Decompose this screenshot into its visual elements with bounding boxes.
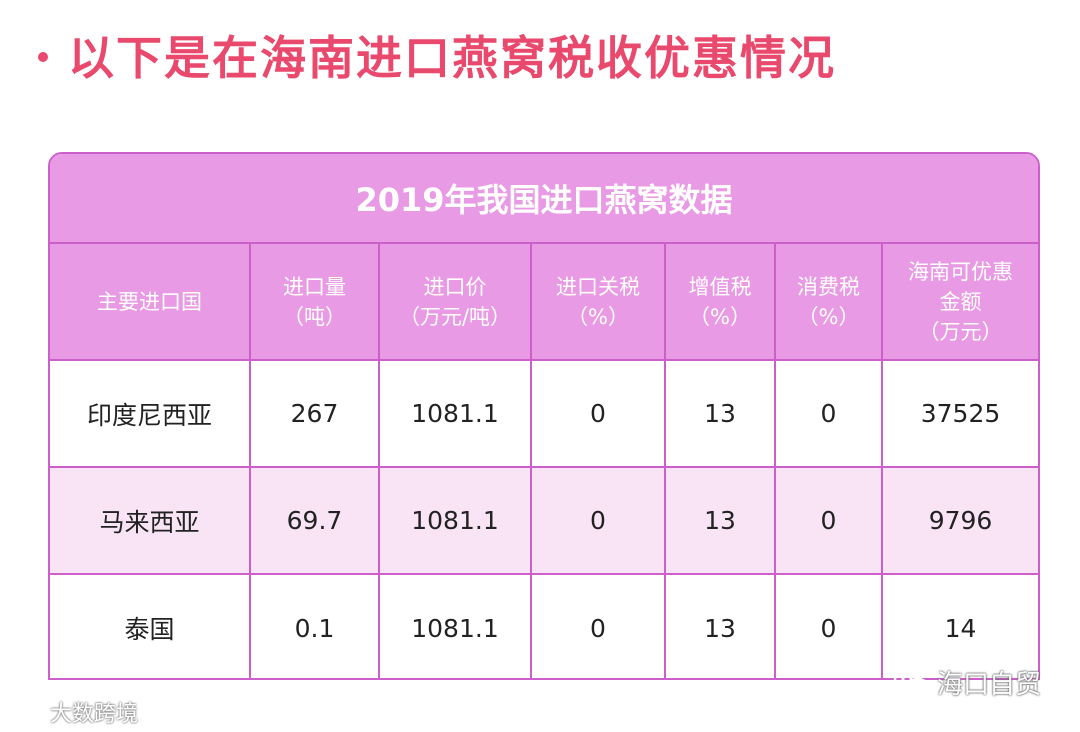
header-line: 进口关税 [556,274,640,299]
header-line: （%） [797,304,860,329]
cell-country: 泰国 [50,573,251,678]
watermark-left: 大数跨境 [10,696,138,728]
data-table: 2019年我国进口燕窝数据 主要进口国 进口量 （吨） 进口价 （万元/吨） [48,152,1040,680]
cell-hainan-discount: 14 [881,573,1038,678]
cell-country: 马来西亚 [50,466,251,575]
cell-price: 1081.1 [378,359,532,468]
cell-volume: 267 [249,359,380,468]
watermark-right: 海口自贸 [893,664,1041,701]
bullet-dot-icon [38,52,48,62]
table-row: 印度尼西亚 267 1081.1 0 13 0 37525 [50,359,1038,468]
header-line: 主要进口国 [97,289,202,314]
header-line: 金额 [939,289,982,314]
watermark-left-text: 大数跨境 [50,702,139,727]
cell-price: 1081.1 [378,573,532,678]
import-table: 主要进口国 进口量 （吨） 进口价 （万元/吨） 进口关税 （%） 增值税 （%… [50,244,1038,678]
header-line: 进口价 [423,274,487,299]
cell-tariff: 0 [530,573,666,678]
header-line: 进口量 [283,274,346,299]
slide-title: 以下是在海南进口燕窝税收优惠情况 [38,22,836,88]
cell-vat: 13 [664,573,776,678]
cell-consumption-tax: 0 [774,359,883,468]
table-row: 马来西亚 69.7 1081.1 0 13 0 9796 [50,466,1038,575]
header-row: 主要进口国 进口量 （吨） 进口价 （万元/吨） 进口关税 （%） 增值税 （%… [50,244,1038,361]
header-line: （%） [567,304,629,329]
wechat-icon [893,668,930,696]
cell-hainan-discount: 37525 [881,359,1038,468]
header-price: 进口价 （万元/吨） [378,244,532,361]
cell-tariff: 0 [530,359,666,468]
header-volume: 进口量 （吨） [249,244,380,361]
watermark-right-text: 海口自贸 [937,670,1042,700]
header-tariff: 进口关税 （%） [530,244,666,361]
header-line: （万元/吨） [398,304,512,329]
table-caption: 2019年我国进口燕窝数据 [50,154,1038,244]
cell-price: 1081.1 [378,466,532,575]
cell-tariff: 0 [530,466,666,575]
cell-country: 印度尼西亚 [50,359,251,468]
cell-vat: 13 [664,466,776,575]
cell-volume: 69.7 [249,466,380,575]
header-line: 海南可优惠 [908,259,1013,284]
cell-hainan-discount: 9796 [881,466,1038,575]
header-hainan-discount: 海南可优惠 金额 （万元） [881,244,1038,361]
header-line: 消费税 [797,274,860,299]
slide-title-text: 以下是在海南进口燕窝税收优惠情况 [68,31,836,85]
header-line: 增值税 [688,274,752,299]
header-country: 主要进口国 [50,244,251,361]
header-consumption-tax: 消费税 （%） [774,244,883,361]
cell-consumption-tax: 0 [774,466,883,575]
cell-consumption-tax: 0 [774,573,883,678]
header-line: （%） [689,304,751,329]
header-line: （吨） [283,304,346,329]
brand-logo-icon [10,704,41,720]
header-vat: 增值税 （%） [664,244,776,361]
header-line: （万元） [918,319,1003,344]
cell-volume: 0.1 [249,573,380,678]
cell-vat: 13 [664,359,776,468]
table-row: 泰国 0.1 1081.1 0 13 0 14 [50,573,1038,678]
